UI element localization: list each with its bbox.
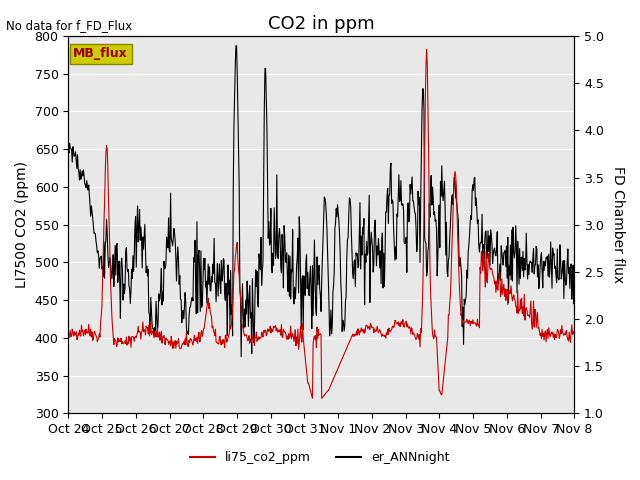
Text: No data for f_FD_Flux: No data for f_FD_Flux [6,19,132,32]
Legend: li75_co2_ppm, er_ANNnight: li75_co2_ppm, er_ANNnight [186,446,454,469]
Y-axis label: FD Chamber flux: FD Chamber flux [611,166,625,283]
Y-axis label: LI7500 CO2 (ppm): LI7500 CO2 (ppm) [15,161,29,288]
Text: MB_flux: MB_flux [74,47,128,60]
Title: CO2 in ppm: CO2 in ppm [268,15,374,33]
